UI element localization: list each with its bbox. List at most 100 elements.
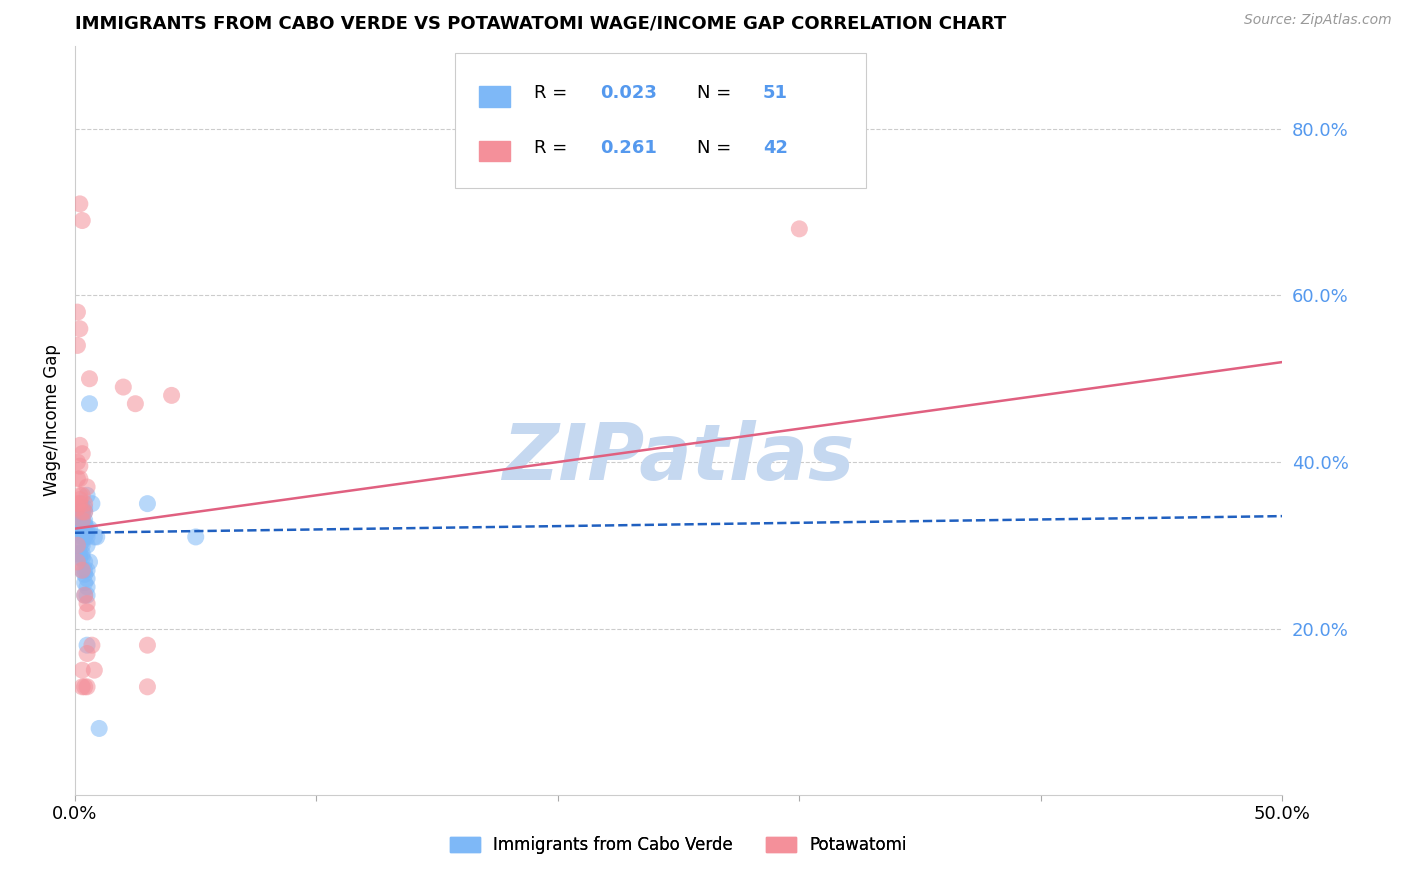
Point [72,500,94,515]
Point [79,555,101,569]
Point [69,322,91,336]
Point [72,505,94,519]
Point [72,534,94,549]
Point [76,488,98,502]
Point [76,480,98,494]
Text: 0.023: 0.023 [600,85,657,103]
Point [83,530,105,544]
Point [69,509,91,524]
Point [73,588,96,602]
Point [66,472,89,486]
Point [73,500,96,515]
Y-axis label: Wage/Income Gap: Wage/Income Gap [44,344,60,496]
Point [76,597,98,611]
Point [72,505,94,519]
Text: ZIPatlas: ZIPatlas [502,420,855,496]
FancyBboxPatch shape [479,141,509,161]
Point [72,663,94,677]
Point [73,680,96,694]
Point [76,522,98,536]
Point [76,605,98,619]
Point [89,722,111,736]
Point [69,547,91,561]
Text: Source: ZipAtlas.com: Source: ZipAtlas.com [1244,13,1392,28]
Point [72,522,94,536]
Point [79,522,101,536]
Point [66,305,89,319]
Text: N =: N = [697,139,737,157]
Point [79,372,101,386]
Point [69,459,91,474]
Point [184,530,207,544]
Point [73,497,96,511]
Point [73,513,96,527]
Point [73,563,96,577]
Point [66,338,89,352]
Point [83,663,105,677]
Point [69,492,91,507]
Point [69,438,91,452]
Point [76,680,98,694]
Point [76,572,98,586]
Point [789,222,811,236]
Point [73,522,96,536]
Text: R =: R = [534,139,572,157]
Point [66,538,89,552]
Point [72,680,94,694]
Point [66,525,89,540]
Point [72,447,94,461]
Text: IMMIGRANTS FROM CABO VERDE VS POTAWATOMI WAGE/INCOME GAP CORRELATION CHART: IMMIGRANTS FROM CABO VERDE VS POTAWATOMI… [75,15,1007,33]
Point [69,472,91,486]
Point [72,513,94,527]
Point [72,538,94,552]
Point [160,388,183,402]
Point [136,680,159,694]
Point [76,530,98,544]
Point [80,638,103,652]
Point [76,588,98,602]
Point [73,530,96,544]
Point [73,505,96,519]
Point [66,555,89,569]
Point [72,550,94,565]
Point [136,638,159,652]
Point [72,213,94,227]
Point [136,497,159,511]
Text: 0.261: 0.261 [600,139,657,157]
Point [76,538,98,552]
Point [86,530,108,544]
Point [69,550,91,565]
Point [76,638,98,652]
Legend: Immigrants from Cabo Verde, Potawatomi: Immigrants from Cabo Verde, Potawatomi [450,836,907,855]
Point [69,497,91,511]
Point [72,509,94,524]
Point [72,488,94,502]
Text: 51: 51 [763,85,789,103]
Point [76,647,98,661]
Point [112,380,135,394]
Point [124,397,146,411]
Point [66,455,89,469]
Point [69,538,91,552]
Point [73,567,96,582]
Point [73,555,96,569]
Point [72,563,94,577]
Point [66,547,89,561]
Point [72,547,94,561]
FancyBboxPatch shape [479,87,509,107]
Text: N =: N = [697,85,737,103]
Point [72,513,94,527]
Point [73,575,96,590]
Point [76,525,98,540]
Point [69,505,91,519]
Point [66,522,89,536]
Point [72,530,94,544]
Point [72,525,94,540]
Point [66,500,89,515]
Point [66,497,89,511]
Point [69,517,91,532]
Text: R =: R = [534,85,572,103]
Point [73,505,96,519]
Text: 42: 42 [763,139,789,157]
Point [69,488,91,502]
